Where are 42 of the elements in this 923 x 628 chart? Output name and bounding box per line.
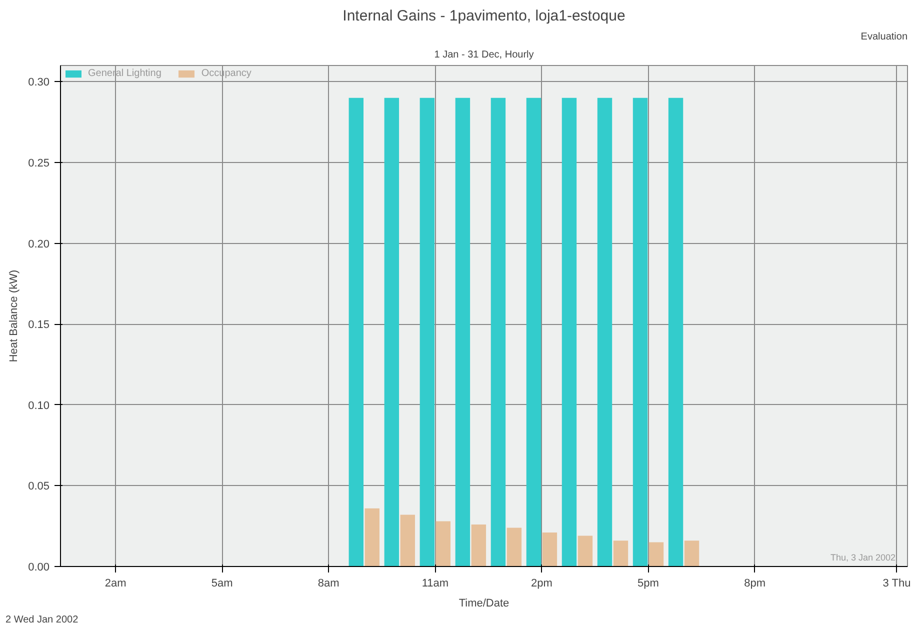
chart-title: Internal Gains - 1pavimento, loja1-estoque [342, 8, 626, 24]
chart-subtitle: 1 Jan - 31 Dec, Hourly [434, 50, 534, 60]
bar [632, 98, 648, 566]
bar [490, 98, 506, 566]
x-tick-label: 3 Thu [882, 578, 911, 590]
bar [420, 98, 435, 566]
bar [562, 98, 577, 566]
x-tick-label: 5am [211, 578, 233, 590]
text: Evaluation [860, 32, 908, 42]
y-tick-label: 0.30 [28, 76, 50, 89]
bar [648, 542, 664, 566]
bar [668, 98, 684, 566]
bar [436, 521, 451, 566]
x-axis-title: Time/Date [458, 598, 510, 610]
x-tick-label: 5pm [638, 578, 659, 590]
x-tick-label: 8am [318, 578, 340, 590]
bar [506, 528, 522, 566]
bar [597, 98, 612, 566]
annotation: Thu, 3 Jan 2002 [830, 552, 896, 562]
y-tick-label: 0.20 [28, 238, 50, 250]
y-tick-label: 0.00 [28, 562, 50, 574]
bar [364, 508, 380, 566]
y-tick-label: 0.10 [28, 400, 50, 412]
bar [578, 536, 593, 566]
bar [542, 532, 558, 566]
x-tick-label: 11am [422, 578, 449, 590]
y-tick-label: 0.25 [28, 157, 50, 170]
y-tick-label: 0.15 [28, 319, 50, 332]
x-tick-label: 8pm [744, 578, 766, 590]
x-tick-label: 2pm [531, 578, 552, 590]
bar [526, 98, 542, 566]
x-tick-label: 2am [104, 578, 126, 590]
bar [684, 540, 700, 566]
y-axis-title: Heat Balance (kW) [8, 270, 20, 362]
bar [400, 514, 415, 566]
text: 2 Wed Jan 2002 [6, 614, 79, 626]
bar [613, 540, 628, 566]
bar [384, 98, 400, 566]
bar [455, 98, 470, 566]
bar [348, 98, 364, 566]
bar [471, 524, 486, 566]
y-tick-label: 0.05 [28, 480, 50, 493]
